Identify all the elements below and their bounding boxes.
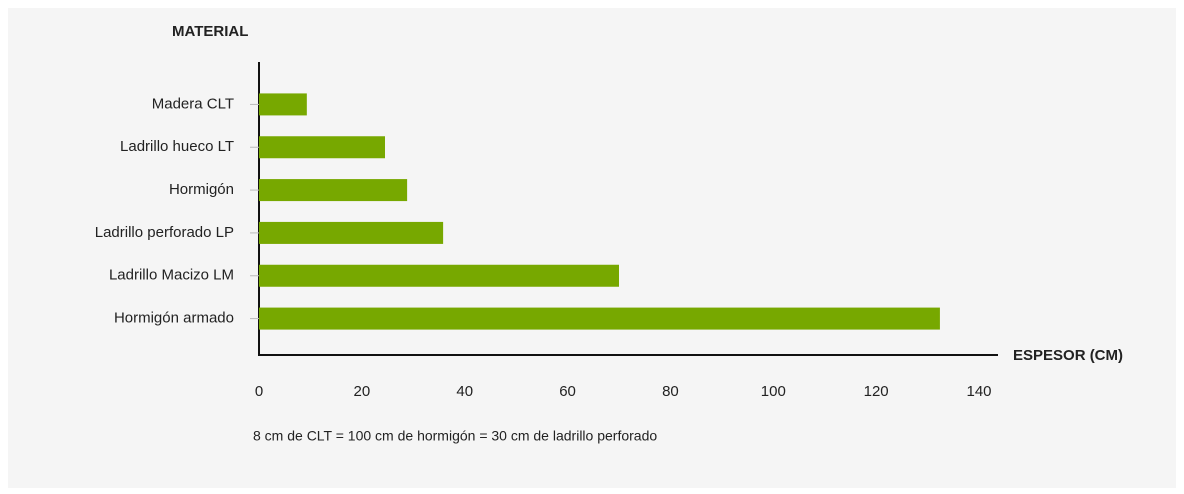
- bar: [259, 179, 408, 202]
- y-tick-label: Ladrillo hueco LT: [120, 138, 234, 155]
- bar: [259, 221, 444, 244]
- chart-background: [8, 8, 1176, 488]
- x-tick-label: 40: [456, 383, 473, 400]
- x-tick-label: 80: [662, 383, 679, 400]
- bar: [259, 264, 619, 287]
- y-tick-label: Ladrillo Macizo LM: [109, 267, 234, 284]
- y-axis-label: MATERIAL: [172, 23, 248, 40]
- bar: [259, 93, 307, 116]
- x-tick-label: 140: [966, 383, 991, 400]
- y-tick-label: Madera CLT: [152, 95, 234, 112]
- x-tick-label: 0: [255, 383, 263, 400]
- x-tick-label: 120: [864, 383, 889, 400]
- y-tick-label: Hormigón armado: [114, 310, 234, 327]
- bar: [259, 136, 385, 159]
- bar: [259, 307, 940, 330]
- x-axis-label: ESPESOR (CM): [1013, 347, 1123, 364]
- annotation: 8 cm de CLT = 100 cm de hormigón = 30 cm…: [253, 428, 657, 444]
- x-tick-label: 20: [354, 383, 371, 400]
- x-tick-label: 60: [559, 383, 576, 400]
- x-tick-label: 100: [761, 383, 786, 400]
- y-tick-label: Hormigón: [169, 181, 234, 198]
- y-tick-label: Ladrillo perforado LP: [95, 224, 234, 241]
